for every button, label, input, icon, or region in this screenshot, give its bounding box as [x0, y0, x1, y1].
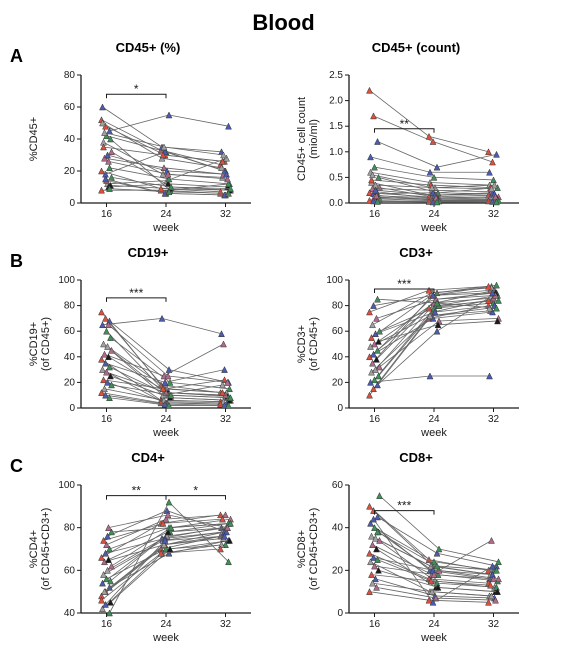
svg-text:**: ** [132, 484, 142, 498]
svg-text:2.5: 2.5 [329, 70, 343, 81]
svg-text:***: *** [397, 277, 411, 291]
svg-text:16: 16 [369, 619, 381, 630]
svg-text:2.0: 2.0 [329, 96, 343, 107]
svg-text:(mio/ml): (mio/ml) [308, 119, 320, 159]
svg-text:***: *** [397, 499, 411, 513]
svg-text:0: 0 [69, 198, 75, 209]
row-label-C: C [10, 450, 23, 477]
svg-text:0: 0 [69, 403, 75, 414]
svg-text:1.5: 1.5 [329, 121, 343, 132]
svg-text:24: 24 [160, 619, 172, 630]
svg-text:16: 16 [101, 209, 113, 220]
svg-text:80: 80 [64, 301, 76, 312]
svg-text:60: 60 [64, 102, 76, 113]
svg-text:60: 60 [64, 326, 76, 337]
panel-title-C_right: CD8+ [399, 450, 433, 465]
svg-text:week: week [152, 222, 179, 234]
svg-text:24: 24 [160, 414, 172, 425]
svg-text:40: 40 [64, 134, 76, 145]
svg-text:16: 16 [101, 619, 113, 630]
panel-title-A_left: CD45+ (%) [116, 40, 181, 55]
panel-A_left: CD45+ (%) 0 20 40 60 80 16 24 32 week %CD45+ * [23, 40, 273, 237]
svg-text:80: 80 [64, 523, 76, 534]
svg-text:16: 16 [369, 414, 381, 425]
svg-text:40: 40 [64, 352, 76, 363]
svg-text:40: 40 [64, 608, 76, 619]
svg-text:40: 40 [332, 523, 344, 534]
panel-title-A_right: CD45+ (count) [372, 40, 460, 55]
svg-text:20: 20 [332, 377, 344, 388]
svg-text:week: week [420, 427, 447, 439]
svg-text:32: 32 [220, 619, 232, 630]
svg-text:%CD8+: %CD8+ [296, 530, 308, 568]
svg-text:24: 24 [428, 619, 440, 630]
svg-text:(of CD45+): (of CD45+) [40, 317, 52, 371]
panel-C_right: CD8+ 0 20 40 60 16 24 32 week %CD8+(of CD45+CD3+)… [291, 450, 541, 647]
svg-text:32: 32 [488, 209, 500, 220]
svg-text:32: 32 [488, 414, 500, 425]
chart-grid: ACD45+ (%)020406080162432week%CD45+*CD45… [10, 40, 557, 647]
svg-text:32: 32 [488, 619, 500, 630]
svg-text:0: 0 [337, 608, 343, 619]
svg-text:1.0: 1.0 [329, 147, 343, 158]
svg-text:80: 80 [332, 301, 344, 312]
panel-row-B: BCD19+020406080100162432week%CD19+(of CD… [10, 245, 557, 442]
main-title: Blood [10, 10, 557, 36]
svg-text:0.0: 0.0 [329, 198, 343, 209]
svg-text:100: 100 [58, 275, 75, 286]
svg-text:%CD3+: %CD3+ [296, 325, 308, 363]
svg-text:20: 20 [332, 565, 344, 576]
svg-text:*: * [193, 484, 198, 498]
svg-text:32: 32 [220, 414, 232, 425]
svg-text:32: 32 [220, 209, 232, 220]
svg-text:week: week [420, 222, 447, 234]
panel-title-C_left: CD4+ [131, 450, 165, 465]
svg-text:20: 20 [64, 166, 76, 177]
row-label-B: B [10, 245, 23, 272]
svg-text:***: *** [129, 286, 143, 300]
panel-row-C: CCD4+406080100162432week%CD4+(of CD45+CD… [10, 450, 557, 647]
svg-text:60: 60 [332, 480, 344, 491]
panel-C_left: CD4+ 40 60 80 100 16 24 32 week %CD4+(of CD45+CD3… [23, 450, 273, 647]
svg-text:week: week [152, 632, 179, 644]
svg-text:60: 60 [64, 565, 76, 576]
svg-text:**: ** [400, 117, 410, 131]
svg-text:24: 24 [428, 209, 440, 220]
panel-B_left: CD19+ 0 20 40 60 80 100 16 24 32 week %CD19+(of CD4… [23, 245, 273, 442]
svg-text:(of CD45+): (of CD45+) [308, 317, 320, 371]
svg-text:%CD45+: %CD45+ [28, 117, 40, 161]
svg-text:16: 16 [369, 209, 381, 220]
svg-text:60: 60 [332, 326, 344, 337]
svg-text:80: 80 [64, 70, 76, 81]
svg-text:(of CD45+CD3+): (of CD45+CD3+) [40, 508, 52, 591]
panel-B_right: CD3+ 0 20 40 60 80 100 16 24 32 week %CD3+(of CD45+… [291, 245, 541, 442]
panel-title-B_right: CD3+ [399, 245, 433, 260]
svg-text:24: 24 [428, 414, 440, 425]
svg-text:week: week [152, 427, 179, 439]
svg-text:24: 24 [160, 209, 172, 220]
svg-text:100: 100 [326, 275, 343, 286]
panel-title-B_left: CD19+ [128, 245, 169, 260]
panel-A_right: CD45+ (count) 0.0 0.5 1.0 1.5 2.0 2.5 16 24 32 wee… [291, 40, 541, 237]
row-label-A: A [10, 40, 23, 67]
svg-text:16: 16 [101, 414, 113, 425]
svg-text:(of CD45+CD3+): (of CD45+CD3+) [308, 508, 320, 591]
svg-text:week: week [420, 632, 447, 644]
svg-text:20: 20 [64, 377, 76, 388]
panel-row-A: ACD45+ (%)020406080162432week%CD45+*CD45… [10, 40, 557, 237]
svg-text:%CD4+: %CD4+ [28, 530, 40, 568]
svg-text:100: 100 [58, 480, 75, 491]
svg-text:0: 0 [337, 403, 343, 414]
svg-text:CD45+ cell count: CD45+ cell count [296, 97, 308, 181]
svg-text:*: * [134, 82, 139, 96]
svg-text:40: 40 [332, 352, 344, 363]
svg-text:%CD19+: %CD19+ [28, 322, 40, 366]
svg-text:0.5: 0.5 [329, 172, 343, 183]
